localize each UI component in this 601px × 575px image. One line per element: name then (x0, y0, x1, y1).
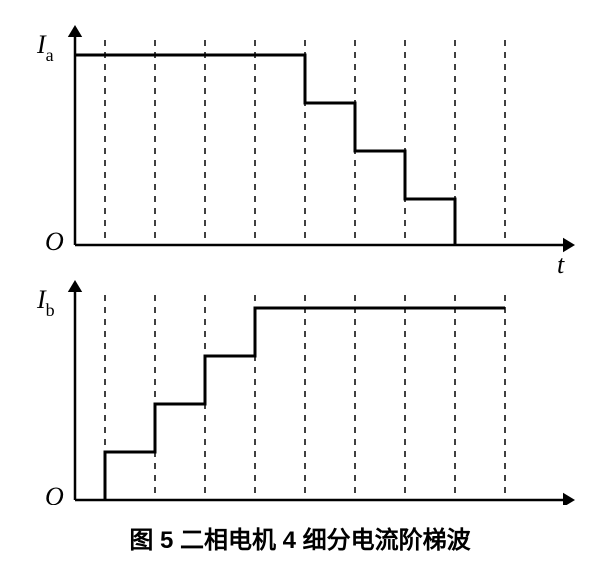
origin-label-bottom: O (45, 482, 64, 505)
y-label-top: Ia (36, 30, 54, 65)
y-label-bottom: Ib (36, 285, 55, 320)
arrowhead (68, 280, 82, 292)
figure-caption: 图 5 二相电机 4 细分电流阶梯波 (20, 520, 580, 555)
arrowhead (68, 25, 82, 37)
x-label-top: t (557, 250, 565, 279)
figure-svg: Ia Ot Ib Ot (20, 20, 580, 505)
panel-bottom: IbOt (36, 280, 575, 505)
chart-area: Ia Ot Ib Ot (20, 20, 581, 510)
origin-label-top: O (45, 227, 64, 256)
arrowhead (563, 238, 575, 252)
panel-top: Ia Ot (36, 25, 575, 279)
step-wave-top (75, 55, 455, 245)
arrowhead (563, 493, 575, 505)
